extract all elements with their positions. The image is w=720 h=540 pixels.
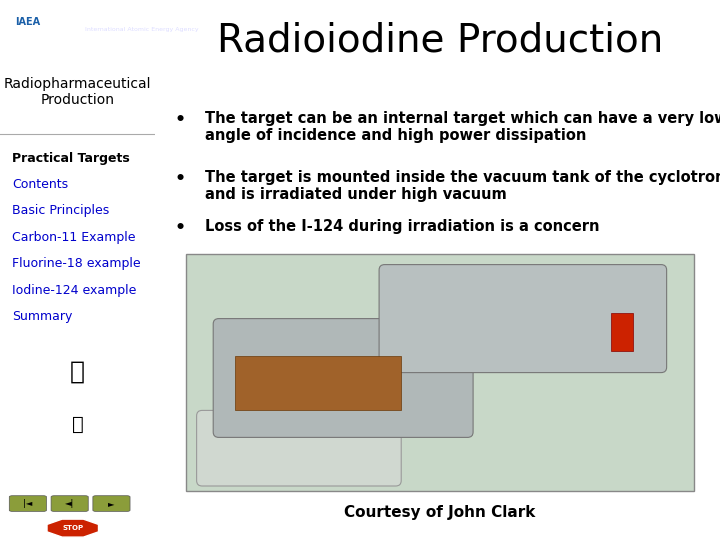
- Text: ◄|: ◄|: [65, 499, 74, 508]
- Text: •: •: [174, 170, 186, 188]
- Polygon shape: [47, 519, 99, 537]
- Text: Practical Targets: Practical Targets: [12, 152, 130, 165]
- Text: The target can be an internal target which can have a very low
angle of incidenc: The target can be an internal target whi…: [205, 111, 720, 143]
- FancyBboxPatch shape: [611, 313, 634, 351]
- Text: Basic Principles: Basic Principles: [12, 204, 109, 217]
- Text: ►: ►: [108, 499, 114, 508]
- Text: STOP: STOP: [62, 525, 84, 531]
- Text: Courtesy of John Clark: Courtesy of John Clark: [344, 505, 536, 520]
- Text: Iodine-124 example: Iodine-124 example: [12, 284, 137, 296]
- Text: Radioiodine Production: Radioiodine Production: [217, 22, 663, 59]
- FancyBboxPatch shape: [235, 356, 401, 410]
- Text: IAEA: IAEA: [15, 17, 40, 27]
- Text: 🔬: 🔬: [71, 415, 84, 434]
- Text: Contents: Contents: [12, 178, 68, 191]
- Text: Carbon-11 Example: Carbon-11 Example: [12, 231, 136, 244]
- Text: 📖: 📖: [70, 360, 85, 383]
- FancyBboxPatch shape: [213, 319, 473, 437]
- FancyBboxPatch shape: [197, 410, 401, 486]
- Text: •: •: [174, 219, 186, 237]
- Text: IAEA.org: IAEA.org: [85, 11, 132, 21]
- FancyBboxPatch shape: [9, 496, 47, 511]
- FancyBboxPatch shape: [93, 496, 130, 511]
- Text: The target is mounted inside the vacuum tank of the cyclotron
and is irradiated : The target is mounted inside the vacuum …: [205, 170, 720, 202]
- Text: Radiopharmaceutical
Production: Radiopharmaceutical Production: [4, 77, 151, 107]
- FancyBboxPatch shape: [379, 265, 667, 373]
- Circle shape: [0, 8, 78, 38]
- Text: Loss of the I-124 during irradiation is a concern: Loss of the I-124 during irradiation is …: [205, 219, 600, 234]
- Text: •: •: [174, 111, 186, 129]
- Text: |◄: |◄: [23, 499, 32, 508]
- Text: International Atomic Energy Agency: International Atomic Energy Agency: [85, 28, 199, 32]
- Text: Fluorine-18 example: Fluorine-18 example: [12, 257, 141, 270]
- FancyBboxPatch shape: [186, 254, 694, 491]
- Text: Summary: Summary: [12, 310, 73, 323]
- FancyBboxPatch shape: [51, 496, 89, 511]
